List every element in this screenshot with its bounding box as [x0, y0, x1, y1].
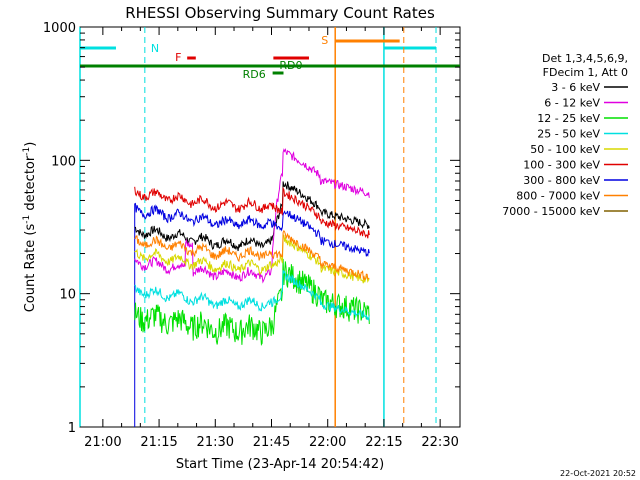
chart-title: RHESSI Observing Summary Count Rates: [125, 4, 435, 22]
legend-entry-label: 3 - 6 keV: [551, 81, 600, 94]
legend-entry-label: 6 - 12 keV: [544, 97, 600, 110]
timestamp: 22-Oct-2021 20:52: [560, 469, 636, 478]
x-tick-label: 22:30: [421, 435, 458, 450]
night-flag-label: N: [151, 42, 159, 55]
x-tick-label: 21:00: [84, 435, 121, 450]
y-axis-label: Count Rate (s-1 detector-1): [22, 142, 38, 313]
series-line: [134, 202, 370, 257]
x-axis-label: Start Time (23-Apr-14 20:54:42): [176, 457, 384, 472]
series-layer: [134, 148, 370, 427]
legend-entry-label: 800 - 7000 keV: [516, 190, 600, 203]
rd6-flag-label: RD6: [243, 68, 266, 81]
y-tick-label: 100: [51, 154, 76, 169]
x-tick-label: 21:15: [140, 435, 177, 450]
legend-header-line: FDecim 1, Att 0: [543, 66, 628, 79]
legend-entry-label: 50 - 100 keV: [530, 143, 600, 156]
series-line: [134, 229, 370, 281]
y-axis-label-sup1: -1: [22, 215, 32, 224]
legend-entry-label: 100 - 300 keV: [523, 159, 600, 172]
x-tick-label: 22:00: [309, 435, 346, 450]
series-line: [134, 186, 370, 239]
flare-flag-label: F: [175, 51, 181, 64]
series-line: [134, 258, 370, 346]
flag-layer: NSFRD0RD6: [79, 27, 460, 427]
x-tick-label: 21:30: [197, 435, 234, 450]
series-line: [134, 181, 370, 252]
series-line: [134, 148, 370, 284]
plot-area: [79, 26, 461, 428]
y-axis-label-sup2: -1: [22, 147, 32, 156]
y-tick-label: 10: [59, 288, 76, 303]
legend-entry-label: 12 - 25 keV: [537, 112, 600, 125]
legend-entry-label: 300 - 800 keV: [523, 174, 600, 187]
y-axis-label-main: Count Rate (s: [23, 224, 38, 313]
y-axis-label-mid: detector: [23, 155, 38, 215]
legend-header-line: Det 1,3,4,5,6,9,: [542, 52, 628, 65]
x-tick-label: 22:15: [365, 435, 402, 450]
y-axis-label-end: ): [23, 142, 38, 147]
x-tick-label: 21:45: [253, 435, 290, 450]
saa-flag-label: S: [321, 34, 328, 47]
legend-entry-label: 7000 - 15000 keV: [502, 205, 600, 218]
legend: Det 1,3,4,5,6,9,FDecim 1, Att 0 3 - 6 keV…: [502, 52, 628, 218]
tick-layer: 21:00 21:15 21:30 21:45 22:00 22:15 22:30 1 10 10…: [43, 21, 460, 450]
series-line: [134, 270, 370, 322]
y-tick-label: 1: [68, 421, 76, 436]
y-tick-label: 1000: [43, 21, 76, 36]
legend-entry-label: 25 - 50 keV: [537, 128, 600, 141]
